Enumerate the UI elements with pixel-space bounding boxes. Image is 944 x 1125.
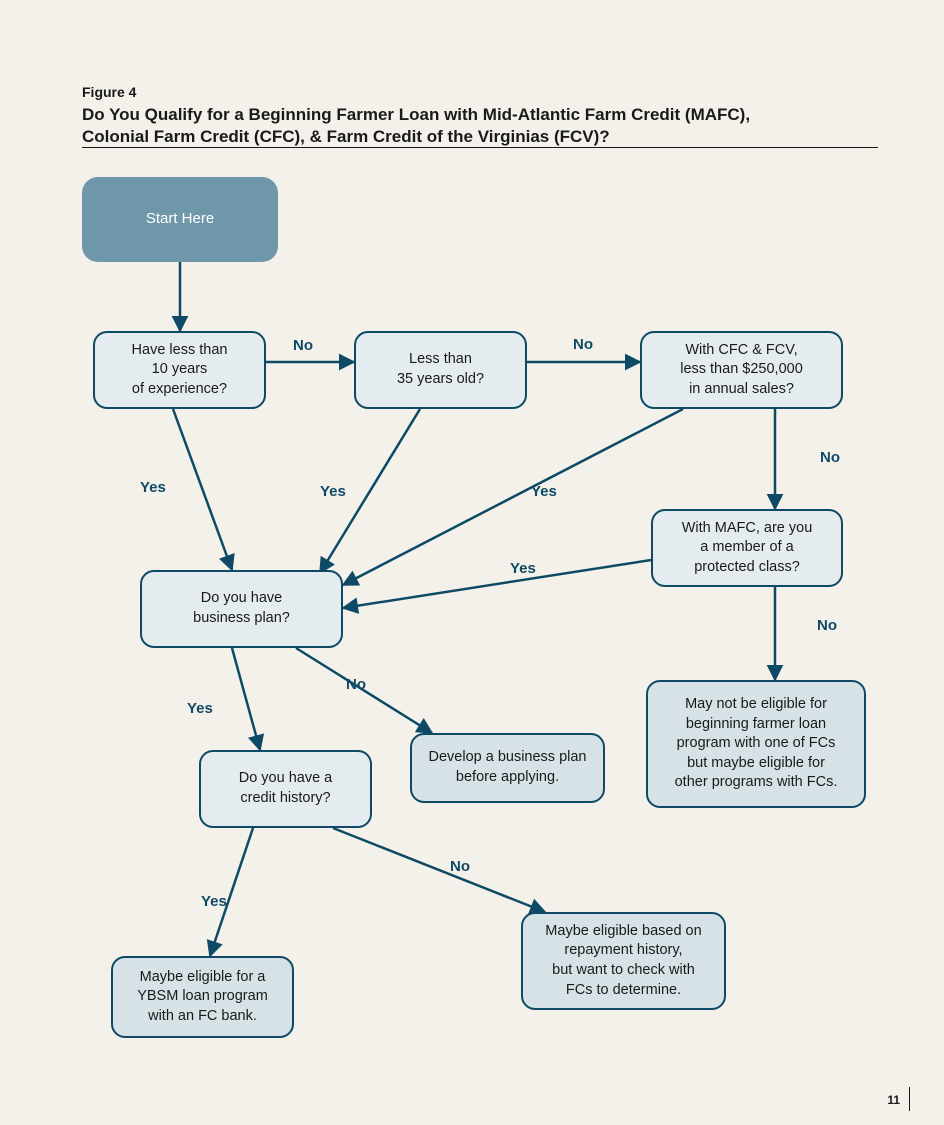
node-age: Less than35 years old? <box>354 331 527 409</box>
edge-label-age_no: No <box>573 336 593 353</box>
node-plan: Do you havebusiness plan? <box>140 570 343 648</box>
figure-title: Do You Qualify for a Beginning Farmer Lo… <box>82 104 882 148</box>
edge-label-plan_no: No <box>346 676 366 693</box>
page-number: 11 <box>887 1093 900 1107</box>
node-ybsm: Maybe eligible for aYBSM loan programwit… <box>111 956 294 1038</box>
edge-label-cred_yes: Yes <box>201 893 227 910</box>
edge-label-plan_yes: Yes <box>187 700 213 717</box>
page-number-bar <box>909 1087 910 1111</box>
figure-number: Figure 4 <box>82 84 136 100</box>
edge-label-exp_yes: Yes <box>140 479 166 496</box>
page: Figure 4 Do You Qualify for a Beginning … <box>0 0 944 1125</box>
node-sales: With CFC & FCV,less than $250,000in annu… <box>640 331 843 409</box>
title-underline <box>82 147 878 148</box>
node-noteligible: May not be eligible forbeginning farmer … <box>646 680 866 808</box>
node-repayment: Maybe eligible based onrepayment history… <box>521 912 726 1010</box>
edge-label-prot_yes: Yes <box>510 560 536 577</box>
edge-label-sales_yes: Yes <box>531 483 557 500</box>
node-protected: With MAFC, are youa member of aprotected… <box>651 509 843 587</box>
node-experience: Have less than10 yearsof experience? <box>93 331 266 409</box>
edge-label-cred_no: No <box>450 858 470 875</box>
node-credit: Do you have acredit history? <box>199 750 372 828</box>
node-develop: Develop a business planbefore applying. <box>410 733 605 803</box>
title-line-1: Do You Qualify for a Beginning Farmer Lo… <box>82 105 750 124</box>
edge-label-sales_no: No <box>820 449 840 466</box>
title-line-2: Colonial Farm Credit (CFC), & Farm Credi… <box>82 127 610 146</box>
edge-label-age_yes: Yes <box>320 483 346 500</box>
edge-label-prot_no: No <box>817 617 837 634</box>
edge-label-exp_no: No <box>293 337 313 354</box>
node-start: Start Here <box>82 177 278 262</box>
